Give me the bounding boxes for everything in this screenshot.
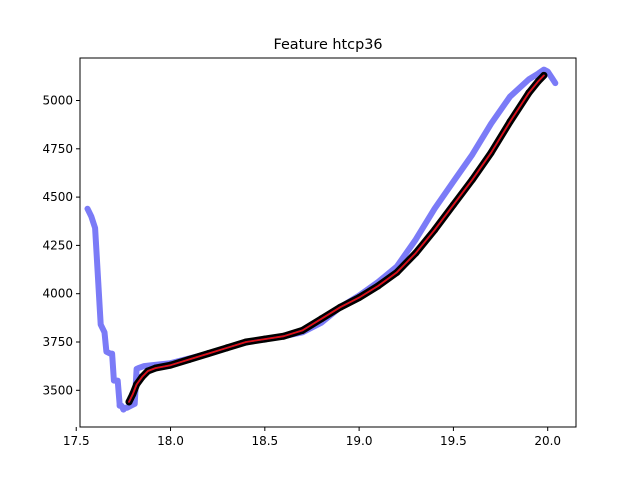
series-group: [84, 66, 559, 413]
x-tick-label: 19.0: [346, 434, 373, 448]
axes: 17.5 18.0 18.5 19.0 19.5 20.0 3500 3750 4000 4250…: [42, 57, 577, 448]
x-tick-label: 20.0: [534, 434, 561, 448]
plot-area: [84, 66, 559, 413]
x-tick-label: 18.5: [251, 434, 278, 448]
y-tick-label: 3750: [42, 335, 73, 349]
y-tick-label: 4500: [42, 190, 73, 204]
y-tick-label: 4750: [42, 142, 73, 156]
x-tick-label: 19.5: [440, 434, 467, 448]
x-tick-label: 17.5: [63, 434, 90, 448]
x-tick-label: 18.0: [157, 434, 184, 448]
y-tick-label: 5000: [42, 94, 73, 108]
y-tick-label: 4000: [42, 287, 73, 301]
y-tick-label: 4250: [42, 238, 73, 252]
chart-title: Feature htcp36: [273, 37, 382, 53]
axes-frame: [79, 57, 577, 428]
y-tick-label: 3500: [42, 383, 73, 397]
series-line-4: [128, 74, 545, 403]
